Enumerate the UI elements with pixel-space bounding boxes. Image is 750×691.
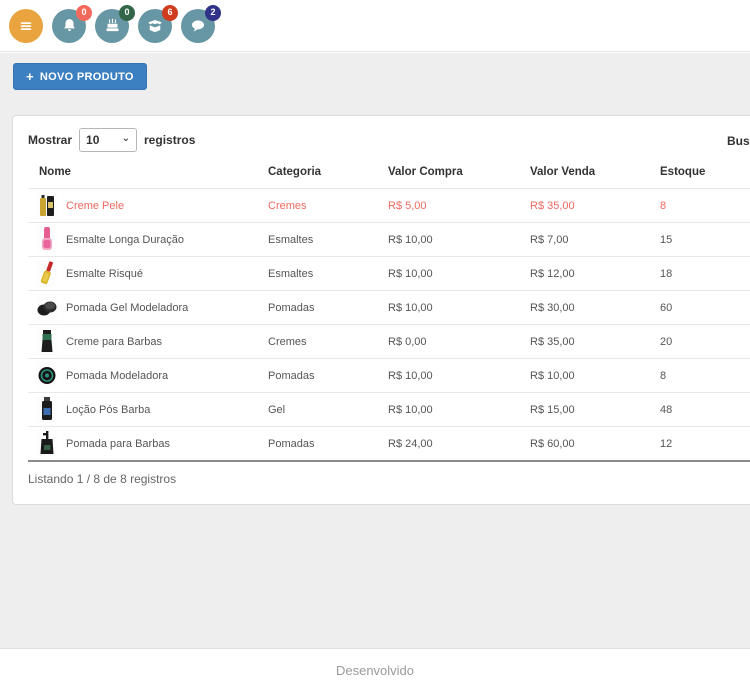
chevron-down-icon: ⌄ (121, 133, 131, 144)
product-thumbnail (37, 396, 57, 423)
table-bottom-border (28, 460, 750, 462)
product-thumbnail (37, 192, 57, 219)
search-label: Buscar (727, 134, 750, 148)
page-size-control: Mostrar 10 ⌄ registros (28, 128, 750, 152)
products-panel: Mostrar 10 ⌄ registros Buscar Nome Ca (12, 115, 750, 505)
products-table: Nome Categoria Valor Compra Valor Venda … (28, 158, 750, 460)
messages-badge: 2 (205, 4, 221, 21)
table-row[interactable]: Esmalte Longa Duração Esmaltes R$ 10,00 … (28, 222, 750, 257)
product-purchase-value: R$ 10,00 (388, 267, 433, 280)
product-name[interactable]: Pomada para Barbas (66, 437, 170, 450)
table-row[interactable]: Pomada Gel Modeladora Pomadas R$ 10,00 R… (28, 290, 750, 325)
product-category: Esmaltes (268, 267, 314, 280)
page-size-select[interactable]: 10 ⌄ (79, 128, 138, 152)
product-sale-value: R$ 35,00 (530, 199, 575, 212)
product-thumbnail (37, 362, 57, 389)
product-sale-value: R$ 10,00 (530, 369, 575, 382)
product-purchase-value: R$ 10,00 (388, 233, 433, 246)
column-header-nome[interactable]: Nome (39, 166, 71, 178)
new-product-label: NOVO PRODUTO (39, 70, 134, 83)
product-name[interactable]: Pomada Gel Modeladora (66, 301, 189, 314)
birthdays-button[interactable]: 0 (95, 4, 135, 43)
product-purchase-value: R$ 0,00 (388, 335, 427, 348)
product-purchase-value: R$ 5,00 (388, 199, 427, 212)
show-label: Mostrar (28, 133, 73, 147)
product-sale-value: R$ 35,00 (530, 335, 575, 348)
notifications-badge: 0 (76, 4, 92, 21)
product-category: Esmaltes (268, 233, 314, 246)
product-thumbnail (37, 328, 57, 355)
product-sale-value: R$ 60,00 (530, 437, 575, 450)
table-row[interactable]: Pomada para Barbas Pomadas R$ 24,00 R$ 6… (28, 426, 750, 461)
product-purchase-value: R$ 10,00 (388, 369, 433, 382)
product-sale-value: R$ 12,00 (530, 267, 575, 280)
product-name[interactable]: Creme Pele (66, 199, 125, 212)
column-header-valor-compra[interactable]: Valor Compra (388, 166, 463, 178)
bell-icon (61, 17, 78, 34)
product-stock: 20 (660, 335, 673, 348)
table-row[interactable]: Creme para Barbas Cremes R$ 0,00 R$ 35,0… (28, 324, 750, 359)
product-category: Pomadas (268, 437, 315, 450)
product-stock: 48 (660, 403, 673, 416)
product-stock: 18 (660, 267, 673, 280)
column-header-valor-venda[interactable]: Valor Venda (530, 166, 596, 178)
product-sale-value: R$ 30,00 (530, 301, 575, 314)
column-header-estoque[interactable]: Estoque (660, 166, 706, 178)
product-purchase-value: R$ 10,00 (388, 301, 433, 314)
birthdays-badge: 0 (119, 4, 135, 21)
table-header-row: Nome Categoria Valor Compra Valor Venda … (28, 158, 750, 189)
menu-button[interactable] (9, 8, 43, 43)
product-thumbnail (37, 294, 57, 321)
birthday-cake-icon (104, 17, 121, 34)
table-row[interactable]: Pomada Modeladora Pomadas R$ 10,00 R$ 10… (28, 358, 750, 393)
product-thumbnail (37, 226, 57, 253)
table-body: Creme Pele Cremes R$ 5,00 R$ 35,00 8 Esm… (28, 188, 750, 461)
table-toolbar: Mostrar 10 ⌄ registros Buscar (28, 128, 750, 158)
product-name[interactable]: Creme para Barbas (66, 335, 162, 348)
table-row[interactable]: Esmalte Risqué Esmaltes R$ 10,00 R$ 12,0… (28, 256, 750, 291)
product-name[interactable]: Esmalte Longa Duração (66, 233, 185, 246)
search-control: Buscar (727, 130, 750, 152)
chat-icon (189, 17, 207, 35)
notifications-button[interactable]: 0 (52, 4, 92, 43)
product-purchase-value: R$ 24,00 (388, 437, 433, 450)
product-name[interactable]: Loção Pós Barba (66, 403, 151, 416)
product-stock: 8 (660, 199, 667, 212)
hamburger-icon (17, 17, 35, 35)
table-row[interactable]: Loção Pós Barba Gel R$ 10,00 R$ 15,00 48 (28, 392, 750, 427)
product-sale-value: R$ 7,00 (530, 233, 569, 246)
footer-text: Desenvolvido (335, 662, 415, 678)
records-label: registros (144, 133, 196, 147)
product-purchase-value: R$ 10,00 (388, 403, 433, 416)
product-category: Cremes (268, 199, 307, 212)
product-category: Pomadas (268, 369, 315, 382)
open-box-icon (146, 17, 164, 35)
new-product-button[interactable]: + NOVO PRODUTO (13, 63, 147, 90)
products-button[interactable]: 6 (138, 4, 178, 43)
product-category: Cremes (268, 335, 307, 348)
products-badge: 6 (162, 4, 178, 21)
content-area: + NOVO PRODUTO Mostrar 10 ⌄ registros Bu… (0, 53, 750, 648)
product-name[interactable]: Pomada Modeladora (66, 369, 169, 382)
plus-icon: + (26, 69, 34, 84)
product-thumbnail (37, 430, 57, 457)
product-stock: 60 (660, 301, 673, 314)
product-stock: 15 (660, 233, 673, 246)
product-name[interactable]: Esmalte Risqué (66, 267, 144, 280)
product-stock: 8 (660, 369, 667, 382)
top-bar: 0 0 6 (0, 0, 750, 52)
product-sale-value: R$ 15,00 (530, 403, 575, 416)
product-category: Pomadas (268, 301, 315, 314)
page-size-value: 10 (86, 133, 100, 147)
records-info: Listando 1 / 8 de 8 registros (28, 472, 177, 486)
product-category: Gel (268, 403, 286, 416)
table-row[interactable]: Creme Pele Cremes R$ 5,00 R$ 35,00 8 (28, 188, 750, 223)
messages-button[interactable]: 2 (181, 4, 221, 43)
product-thumbnail (37, 260, 57, 287)
page-footer: Desenvolvido (0, 648, 750, 691)
product-stock: 12 (660, 437, 673, 450)
column-header-categoria[interactable]: Categoria (268, 166, 322, 178)
